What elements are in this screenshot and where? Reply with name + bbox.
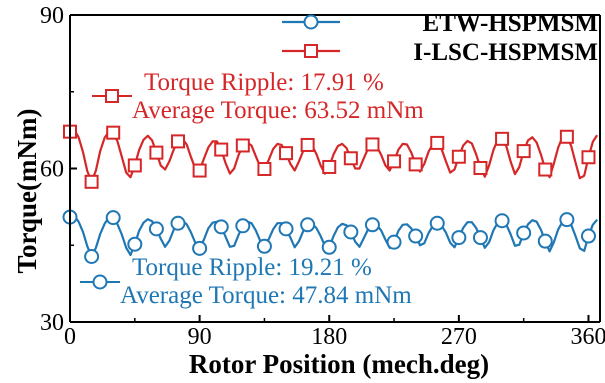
torque-ripple-etw: Torque Ripple: 19.21 % bbox=[132, 254, 372, 281]
x-tick-label: 360 bbox=[570, 324, 605, 350]
legend-marker-ilsc bbox=[304, 44, 318, 58]
data-point-ilsc bbox=[235, 138, 250, 153]
data-point-etw bbox=[451, 230, 467, 246]
data-point-etw bbox=[127, 236, 143, 252]
data-point-etw bbox=[235, 218, 251, 234]
y-axis-label: Torque(mNm) bbox=[12, 108, 42, 273]
y-tick-label: 60 bbox=[40, 157, 64, 183]
data-point-etw bbox=[170, 215, 186, 231]
x-axis-label: Rotor Position (mech.deg) bbox=[189, 349, 489, 379]
average-torque-etw: Average Torque: 47.84 mNm bbox=[120, 282, 412, 309]
plot-series bbox=[62, 124, 599, 265]
data-point-etw bbox=[559, 212, 575, 228]
data-point-ilsc bbox=[538, 162, 553, 177]
data-point-etw bbox=[494, 213, 510, 229]
data-point-ilsc bbox=[365, 137, 380, 152]
data-point-ilsc bbox=[257, 162, 272, 177]
data-point-ilsc bbox=[387, 154, 402, 169]
y-tick-label: 30 bbox=[40, 310, 64, 336]
data-point-etw bbox=[192, 240, 208, 256]
average-torque-ilsc: Average Torque: 63.52 mNm bbox=[132, 97, 424, 124]
data-point-etw bbox=[516, 225, 532, 241]
data-point-ilsc bbox=[149, 145, 164, 160]
annotations: Torque Ripple: 19.21 %Average Torque: 47… bbox=[80, 69, 424, 309]
data-point-etw bbox=[84, 249, 100, 265]
legend-label-ilsc: I-LSC-HSPMSM bbox=[413, 39, 598, 66]
legend-marker-etw bbox=[303, 14, 319, 30]
data-point-ilsc bbox=[408, 157, 423, 172]
x-tick-label: 90 bbox=[188, 324, 212, 350]
data-point-etw bbox=[429, 215, 445, 231]
y-tick-label: 90 bbox=[40, 3, 64, 29]
data-point-etw bbox=[300, 217, 316, 233]
data-point-etw bbox=[343, 224, 359, 240]
data-point-etw bbox=[256, 238, 272, 254]
data-point-ilsc bbox=[214, 142, 229, 157]
data-point-ilsc bbox=[322, 159, 337, 174]
data-point-etw bbox=[537, 233, 553, 249]
data-point-ilsc bbox=[279, 146, 294, 161]
data-point-ilsc bbox=[171, 134, 186, 149]
data-point-ilsc bbox=[473, 160, 488, 175]
data-point-etw bbox=[472, 230, 488, 246]
data-point-ilsc bbox=[495, 131, 510, 146]
data-point-etw bbox=[386, 234, 402, 250]
data-point-ilsc bbox=[430, 135, 445, 150]
data-point-ilsc bbox=[516, 144, 531, 159]
data-point-etw bbox=[321, 239, 337, 255]
data-point-ilsc bbox=[559, 129, 574, 144]
legend-label-etw: ETW-HSPMSM bbox=[423, 10, 598, 37]
tick-labels: 0 90 180 270 360 30 60 90 bbox=[40, 3, 605, 350]
data-point-ilsc bbox=[300, 137, 315, 152]
data-point-ilsc bbox=[192, 163, 207, 178]
data-point-ilsc bbox=[127, 158, 142, 173]
data-point-ilsc bbox=[581, 150, 596, 165]
y-axis-title: Torque(mNm) bbox=[12, 108, 42, 273]
data-point-etw bbox=[213, 219, 229, 235]
data-point-ilsc bbox=[343, 151, 358, 166]
x-tick-label: 0 bbox=[64, 324, 76, 350]
annotation-marker-ilsc bbox=[105, 89, 119, 103]
data-point-ilsc bbox=[84, 174, 99, 189]
torque-ripple-ilsc: Torque Ripple: 17.91 % bbox=[144, 69, 384, 96]
x-tick-label: 270 bbox=[441, 324, 477, 350]
data-point-etw bbox=[278, 221, 294, 237]
data-point-etw bbox=[364, 217, 380, 233]
x-tick-label: 180 bbox=[311, 324, 347, 350]
data-point-ilsc bbox=[106, 125, 121, 140]
data-point-etw bbox=[408, 228, 424, 244]
data-point-etw bbox=[148, 221, 164, 237]
axes bbox=[69, 14, 601, 323]
data-point-etw bbox=[105, 210, 121, 226]
data-point-etw bbox=[580, 228, 596, 244]
data-point-ilsc bbox=[451, 149, 466, 164]
annotation-marker-etw bbox=[92, 274, 108, 290]
